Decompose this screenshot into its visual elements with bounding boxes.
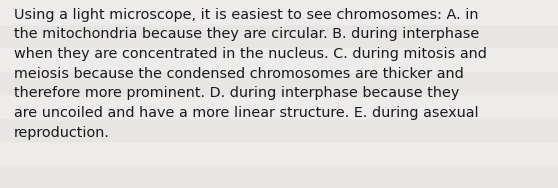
Bar	[0, 24, 558, 47]
Bar	[0, 164, 558, 188]
Bar	[0, 141, 558, 164]
Bar	[0, 47, 558, 70]
Bar	[0, 94, 558, 118]
Bar	[0, 118, 558, 141]
Bar	[0, 0, 558, 24]
Text: Using a light microscope, it is easiest to see chromosomes: A. in
the mitochondr: Using a light microscope, it is easiest …	[14, 8, 487, 140]
Bar	[0, 70, 558, 94]
